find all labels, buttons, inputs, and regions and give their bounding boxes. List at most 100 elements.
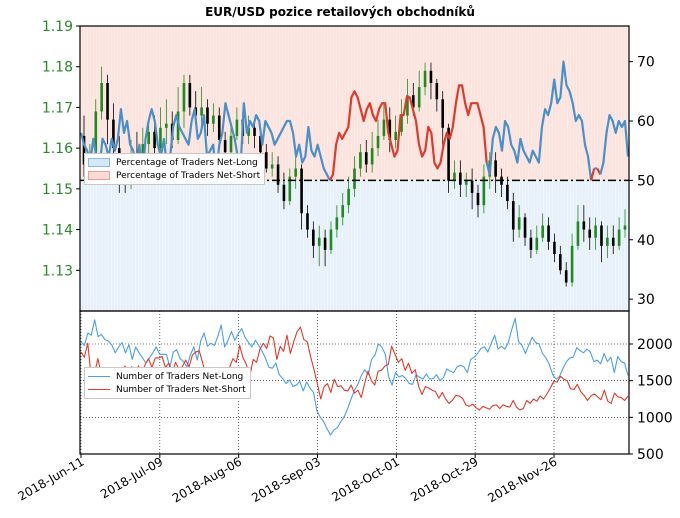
candle-body [159,127,162,149]
candle-body [353,168,356,189]
candle-body [235,119,239,136]
candle-body [459,172,462,185]
legend-swatch-net-short-pct [88,171,110,180]
right-tick-label-bottom: 500 [637,447,664,463]
candle-body [112,119,115,149]
x-tick-label: 2018-Jun-11 [16,454,87,503]
candle-body [600,225,603,246]
candle-body [523,217,527,238]
left-tick-label: 1.14 [42,223,73,239]
candle-body [370,148,374,165]
candle-body [611,237,615,246]
left-tick-label: 1.18 [42,60,73,76]
candle-body [347,188,350,206]
x-tick-label: 2018-Oct-29 [408,454,480,504]
candle-body [588,229,592,238]
left-tick-label: 1.16 [42,141,73,157]
candle-body [182,83,186,112]
left-tick-label: 1.19 [42,19,73,35]
legend-top: Percentage of Traders Net-Long Percentag… [84,153,266,185]
candle-body [535,237,539,250]
left-tick-label: 1.15 [42,182,73,198]
x-tick-label: 2018-Oct-01 [329,454,401,504]
legend-label-net-long-num: Number of Traders Net-Long [116,371,244,382]
net-long-band [80,180,629,311]
candle-body [417,87,421,108]
candle-body [553,241,556,254]
candle-body [541,225,544,238]
legend-label-net-long-pct: Percentage of Traders Net-Long [116,157,258,168]
right-tick-label-top: 30 [637,292,655,308]
bottom-panel-frame [79,310,630,455]
candle-body [470,180,474,193]
candle-body [476,192,480,206]
candle-body [229,135,233,153]
legend-line-net-long-num [88,376,110,377]
right-tick-label-top: 40 [637,233,655,249]
candle-body [511,201,515,230]
candle-body [212,115,215,124]
candle-body [617,229,621,246]
legend-swatch-net-long-pct [88,158,110,167]
candle-body [441,99,445,128]
net-long-pct-line [80,102,331,182]
candle-body [223,140,227,153]
candle-body [288,176,292,202]
candle-body [606,237,609,246]
x-tick-label: 2018-Aug-06 [170,454,244,505]
candle-body [382,119,386,136]
candle-body [394,131,397,140]
legend-item-net-short-num: Number of Traders Net-Short [88,383,246,396]
candle-body [106,83,109,120]
chart-title: EUR/USD pozice retailových obchodníků [205,5,475,19]
candle-body [594,225,597,238]
candle-body [147,131,150,145]
candle-body [276,164,280,185]
candle-body [582,221,586,230]
candle-body [82,135,86,165]
candle-body [206,107,209,124]
candle-body [423,70,427,88]
net-long-num-line [80,317,629,436]
candle-body [341,205,345,218]
candle-body [559,254,562,271]
candle-body [576,221,580,246]
right-tick-label-top: 70 [637,55,655,71]
legend-line-net-short-num [88,389,110,390]
candle-body [270,164,274,169]
candle-body [547,225,550,242]
candle-body [188,83,192,108]
x-tick-label: 2018-Sep-03 [249,454,323,505]
legend-item-net-long-num: Number of Traders Net-Long [88,370,246,383]
right-tick-label-top: 50 [637,173,655,189]
right-tick-label-bottom: 1500 [637,374,673,390]
legend-item-net-short-pct: Percentage of Traders Net-Short [88,169,260,182]
candle-body [264,152,268,169]
candle-body [100,83,103,112]
candle-body [564,270,568,283]
candle-body [411,95,415,108]
candle-body [359,152,362,169]
candle-body [453,172,456,181]
candle-body [482,176,486,206]
candle-body [317,237,321,246]
candle-body [429,70,433,83]
candle-body [447,127,450,181]
candle-body [623,225,627,230]
legend-bottom: Number of Traders Net-Long Number of Tra… [84,367,251,399]
net-short-pct-line [328,84,488,181]
candle-body [570,245,574,283]
candle-body [435,83,439,100]
candle-body [529,237,533,250]
candle-body [312,229,315,246]
candle-body [464,180,468,185]
candle-body [217,115,221,140]
right-tick-label-bottom: 2000 [637,337,673,353]
candle-body [94,111,98,157]
right-tick-label-bottom: 1000 [637,410,673,426]
candle-body [517,217,521,230]
candle-body [200,107,203,116]
candle-body [335,217,339,230]
candle-body [388,119,392,140]
